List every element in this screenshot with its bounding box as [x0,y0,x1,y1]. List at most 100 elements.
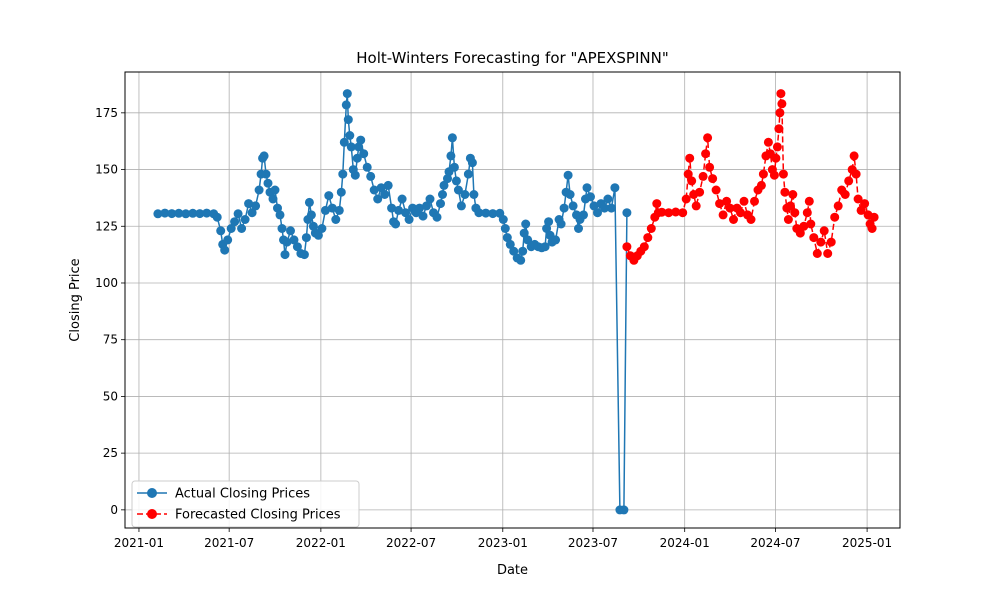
data-point [387,203,397,213]
data-point [313,230,323,240]
data-point [453,185,463,195]
data-point [600,203,609,213]
y-tick-label: 0 [110,503,118,517]
data-point [324,191,334,201]
data-point [174,208,184,218]
data-point [551,235,561,245]
data-point [639,242,649,252]
data-point [622,208,632,218]
data-point [715,199,725,209]
data-point [802,208,812,218]
plot-frame [124,71,901,529]
data-point [366,171,376,181]
data-point [619,505,629,515]
y-tick-label: 75 [103,333,118,347]
data-point [282,237,292,247]
data-point [346,142,356,152]
data-point [160,208,170,218]
data-point [301,233,311,243]
data-point [336,187,346,197]
legend-marker-forecast [147,509,157,519]
data-point [339,137,349,147]
y-tick-label: 25 [103,446,118,460]
data-point [354,142,364,152]
data-point [270,185,280,195]
data-point [589,201,599,211]
legend: Actual Closing Prices Forecasted Closing… [131,480,360,528]
data-point [502,233,512,243]
data-point [359,149,369,159]
x-tick-label: 2023-01 [478,536,528,550]
data-point [362,162,372,172]
data-point [695,187,705,197]
data-point [233,209,243,219]
data-point [833,201,843,211]
data-point [436,199,445,209]
data-point [500,224,510,233]
data-point [806,219,816,229]
data-point [799,221,809,231]
data-point [223,235,233,245]
data-point [474,208,484,218]
data-point [449,162,459,172]
x-axis-label: Date [497,563,528,578]
data-point [739,196,749,206]
data-point [685,153,695,163]
x-tick-label: 2024-01 [660,536,710,550]
data-point [443,174,452,184]
data-point [516,255,526,265]
legend-label-actual: Actual Closing Prices [175,487,310,502]
data-point [606,203,616,213]
y-tick-label: 100 [95,276,118,290]
data-point [286,226,295,236]
data-point [383,180,393,190]
data-point [481,208,491,218]
data-point [559,203,569,213]
data-point [826,237,836,247]
data-point [544,217,554,227]
chart-title: Holt-Winters Forecasting for "APEXSPINN" [356,49,668,67]
data-point [523,235,533,245]
data-point [785,201,795,211]
data-point [771,153,781,163]
series-forecast [622,89,879,265]
data-point [341,100,351,110]
data-point [795,228,805,238]
data-point [691,201,701,211]
data-point [746,215,756,224]
x-tick-label: 2025-01 [842,536,892,550]
y-tick-label: 125 [95,219,118,233]
data-point [376,183,386,193]
data-point [447,133,457,143]
data-point [610,183,620,193]
data-point [593,208,602,218]
data-point [809,233,819,243]
data-point [778,169,788,179]
data-point [343,115,353,125]
data-point [226,224,236,233]
data-point [703,133,713,143]
data-point [237,224,247,233]
data-point [509,246,519,256]
y-tick-label: 150 [95,163,118,177]
x-tick-label: 2021-01 [114,536,164,550]
data-point [725,203,735,213]
data-point [729,215,738,224]
data-point [451,176,461,186]
data-point [422,201,431,211]
data-point [816,237,826,247]
data-point [568,201,578,211]
data-point [467,158,477,168]
data-point [373,194,383,204]
data-point [603,194,613,204]
data-point [705,162,715,172]
data-point [212,212,222,222]
data-point [469,190,479,199]
data-point [711,185,721,195]
data-point [280,250,290,260]
data-point [519,228,529,238]
data-point [851,169,861,179]
data-point [446,151,456,161]
legend-marker-actual [147,488,157,498]
data-point [244,199,254,209]
